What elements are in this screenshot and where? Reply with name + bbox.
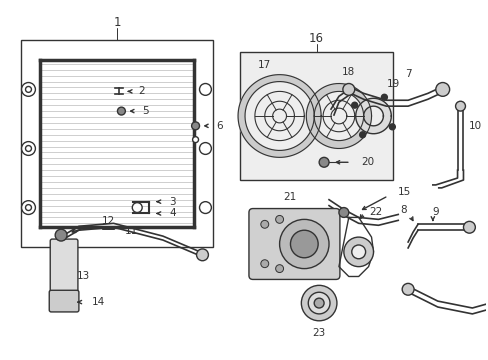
Circle shape (388, 124, 394, 130)
Text: 21: 21 (282, 192, 296, 202)
Circle shape (25, 86, 31, 93)
Text: 20: 20 (361, 157, 374, 167)
Text: 8: 8 (399, 204, 406, 215)
Circle shape (21, 141, 35, 156)
Circle shape (279, 219, 328, 269)
Circle shape (192, 137, 198, 143)
Circle shape (343, 237, 373, 267)
Circle shape (55, 229, 67, 241)
FancyBboxPatch shape (50, 239, 78, 297)
Circle shape (260, 260, 268, 267)
Circle shape (338, 208, 348, 217)
Text: 1: 1 (113, 16, 121, 29)
Circle shape (199, 84, 211, 95)
Bar (41, 60, 193, 227)
Text: 2: 2 (138, 86, 144, 96)
Text: 5: 5 (142, 106, 148, 116)
Bar (20, 40, 213, 247)
Text: 7: 7 (404, 69, 410, 79)
Text: 13: 13 (77, 270, 90, 280)
Circle shape (401, 283, 413, 295)
Circle shape (117, 107, 125, 115)
Circle shape (342, 84, 354, 95)
Text: 3: 3 (169, 197, 176, 207)
Text: 4: 4 (169, 208, 176, 219)
FancyBboxPatch shape (49, 290, 79, 312)
Circle shape (290, 230, 318, 258)
Circle shape (199, 202, 211, 213)
Circle shape (351, 245, 365, 259)
Text: 22: 22 (368, 207, 381, 217)
Circle shape (199, 143, 211, 154)
Circle shape (196, 249, 208, 261)
Circle shape (21, 82, 35, 96)
Bar (240, 52, 392, 180)
Circle shape (25, 145, 31, 152)
Circle shape (319, 157, 328, 167)
Text: 12: 12 (102, 216, 115, 226)
Text: 11: 11 (124, 226, 138, 236)
Circle shape (275, 215, 283, 223)
Text: 17: 17 (258, 60, 271, 70)
Text: 15: 15 (397, 187, 410, 197)
Circle shape (307, 292, 329, 314)
Circle shape (132, 203, 142, 212)
Circle shape (260, 220, 268, 228)
Text: 19: 19 (386, 80, 399, 90)
Text: 10: 10 (468, 121, 481, 131)
FancyBboxPatch shape (248, 208, 339, 279)
Circle shape (359, 132, 365, 138)
Text: 6: 6 (216, 121, 222, 131)
Circle shape (435, 82, 449, 96)
Circle shape (351, 102, 357, 108)
Circle shape (455, 101, 465, 111)
Text: 18: 18 (342, 67, 355, 77)
Circle shape (191, 122, 199, 130)
Circle shape (463, 221, 474, 233)
Circle shape (314, 298, 324, 308)
Circle shape (381, 94, 386, 100)
Circle shape (275, 265, 283, 273)
Text: 23: 23 (312, 328, 325, 338)
Circle shape (301, 285, 336, 321)
Circle shape (25, 204, 31, 211)
Circle shape (21, 201, 35, 215)
Text: 16: 16 (308, 32, 324, 45)
Text: 14: 14 (92, 297, 105, 307)
Text: 9: 9 (431, 207, 438, 216)
